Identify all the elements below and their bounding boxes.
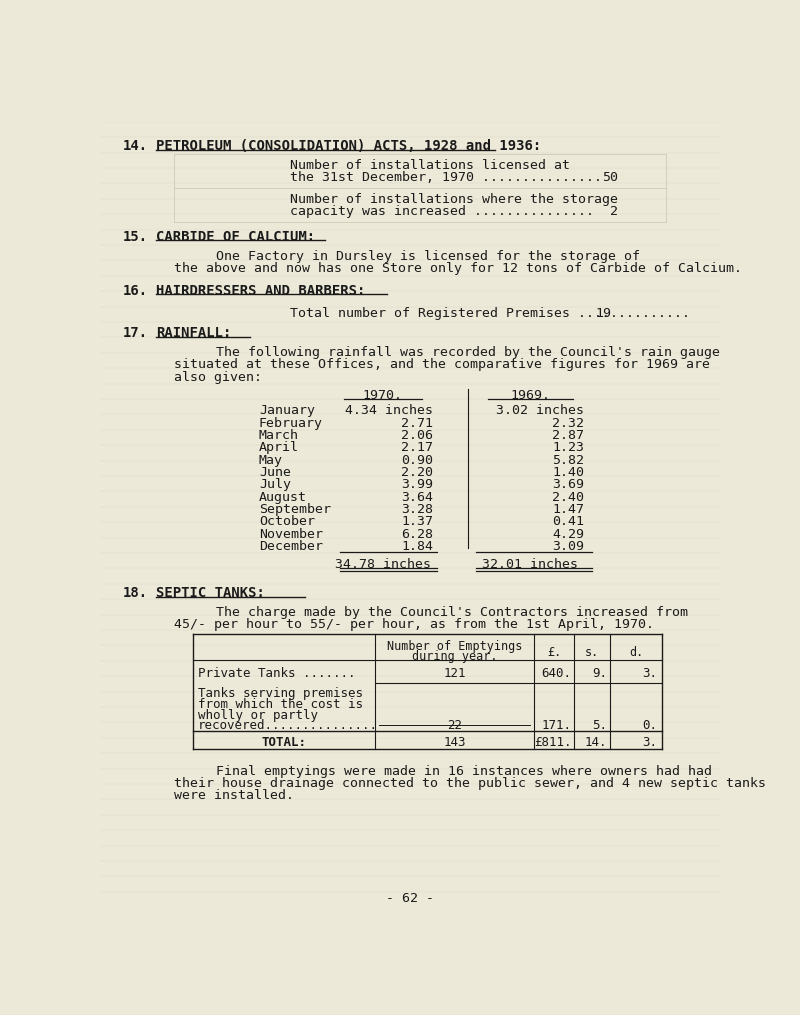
Text: Number of installations licensed at: Number of installations licensed at xyxy=(290,158,570,172)
Text: 0.41: 0.41 xyxy=(552,516,584,528)
Text: 640.: 640. xyxy=(542,667,571,680)
Text: HAIRDRESSERS AND BARBERS:: HAIRDRESSERS AND BARBERS: xyxy=(156,283,365,297)
Text: RAINFALL:: RAINFALL: xyxy=(156,326,231,340)
Text: Number of Emptyings: Number of Emptyings xyxy=(387,640,522,653)
Text: £.: £. xyxy=(547,647,562,659)
Text: 2: 2 xyxy=(610,205,618,218)
Text: October: October xyxy=(259,516,315,528)
Text: situated at these Offices, and the comparative figures for 1969 are: situated at these Offices, and the compa… xyxy=(174,358,710,371)
Text: 1.84: 1.84 xyxy=(402,540,434,553)
Text: 9.: 9. xyxy=(592,667,607,680)
Text: 2.20: 2.20 xyxy=(402,466,434,479)
Text: 3.09: 3.09 xyxy=(552,540,584,553)
Text: May: May xyxy=(259,454,283,467)
Text: 17.: 17. xyxy=(123,326,148,340)
Text: 34.78 inches: 34.78 inches xyxy=(335,557,431,570)
Text: 3.64: 3.64 xyxy=(402,490,434,503)
Text: recovered...............: recovered............... xyxy=(198,720,378,732)
Text: 3.69: 3.69 xyxy=(552,478,584,491)
Text: 32.01 inches: 32.01 inches xyxy=(482,557,578,570)
Text: 5.: 5. xyxy=(592,720,607,732)
Text: Total number of Registered Premises ..............: Total number of Registered Premises ....… xyxy=(290,307,690,320)
Text: the above and now has one Store only for 12 tons of Carbide of Calcium.: the above and now has one Store only for… xyxy=(174,262,742,275)
Text: 3.28: 3.28 xyxy=(402,503,434,516)
Text: 2.87: 2.87 xyxy=(552,429,584,442)
Text: March: March xyxy=(259,429,299,442)
Text: 3.: 3. xyxy=(642,667,658,680)
Text: 15.: 15. xyxy=(123,229,148,244)
Text: the 31st December, 1970 ...............: the 31st December, 1970 ............... xyxy=(290,172,602,184)
Text: 16.: 16. xyxy=(123,283,148,297)
Text: September: September xyxy=(259,503,331,516)
Text: April: April xyxy=(259,442,299,455)
Text: Tanks serving premises: Tanks serving premises xyxy=(198,687,362,700)
Text: 2.40: 2.40 xyxy=(552,490,584,503)
Text: 1.47: 1.47 xyxy=(552,503,584,516)
Text: The charge made by the Council's Contractors increased from: The charge made by the Council's Contrac… xyxy=(216,606,688,619)
Text: 1.40: 1.40 xyxy=(552,466,584,479)
Text: 22: 22 xyxy=(447,720,462,732)
Text: Private Tanks .......: Private Tanks ....... xyxy=(198,667,355,680)
Text: 14.: 14. xyxy=(584,736,607,749)
Text: 2.06: 2.06 xyxy=(402,429,434,442)
Text: 2.32: 2.32 xyxy=(552,417,584,429)
Text: 3.: 3. xyxy=(642,736,658,749)
Text: 171.: 171. xyxy=(542,720,571,732)
Text: £811.: £811. xyxy=(534,736,571,749)
Text: TOTAL:: TOTAL: xyxy=(262,736,306,749)
Text: d.: d. xyxy=(629,647,643,659)
Text: August: August xyxy=(259,490,307,503)
Text: 1969.: 1969. xyxy=(510,389,550,402)
Text: wholly or partly: wholly or partly xyxy=(198,708,318,722)
Text: 50: 50 xyxy=(602,172,618,184)
Text: 0.90: 0.90 xyxy=(402,454,434,467)
Text: SEPTIC TANKS:: SEPTIC TANKS: xyxy=(156,586,265,600)
Text: 0.: 0. xyxy=(642,720,658,732)
Text: their house drainage connected to the public sewer, and 4 new septic tanks: their house drainage connected to the pu… xyxy=(174,777,766,790)
Text: One Factory in Dursley is licensed for the storage of: One Factory in Dursley is licensed for t… xyxy=(216,250,640,263)
Text: February: February xyxy=(259,417,323,429)
Text: also given:: also given: xyxy=(174,370,262,384)
Text: 143: 143 xyxy=(443,736,466,749)
Text: 2.17: 2.17 xyxy=(402,442,434,455)
Text: July: July xyxy=(259,478,291,491)
Text: 19: 19 xyxy=(595,307,611,320)
Text: 1970.: 1970. xyxy=(363,389,403,402)
Text: 3.02 inches: 3.02 inches xyxy=(496,404,584,417)
Text: 5.82: 5.82 xyxy=(552,454,584,467)
Text: 3.99: 3.99 xyxy=(402,478,434,491)
Text: s.: s. xyxy=(585,647,599,659)
Text: were installed.: were installed. xyxy=(174,790,294,803)
Text: November: November xyxy=(259,528,323,541)
Text: 2.71: 2.71 xyxy=(402,417,434,429)
Text: 14.: 14. xyxy=(123,139,148,152)
Text: January: January xyxy=(259,404,315,417)
Text: 121: 121 xyxy=(443,667,466,680)
Text: 4.29: 4.29 xyxy=(552,528,584,541)
Text: Final emptyings were made in 16 instances where owners had had: Final emptyings were made in 16 instance… xyxy=(216,764,712,777)
Text: - 62 -: - 62 - xyxy=(386,892,434,904)
Text: 1.37: 1.37 xyxy=(402,516,434,528)
Text: 18.: 18. xyxy=(123,586,148,600)
Text: CARBIDE OF CALCIUM:: CARBIDE OF CALCIUM: xyxy=(156,229,315,244)
Text: during year.: during year. xyxy=(412,650,498,663)
Text: June: June xyxy=(259,466,291,479)
Text: 6.28: 6.28 xyxy=(402,528,434,541)
Text: 45/- per hour to 55/- per hour, as from the 1st April, 1970.: 45/- per hour to 55/- per hour, as from … xyxy=(174,618,654,631)
Text: Number of installations where the storage: Number of installations where the storag… xyxy=(290,193,618,206)
Text: from which the cost is: from which the cost is xyxy=(198,697,362,710)
Text: capacity was increased ...............: capacity was increased ............... xyxy=(290,205,594,218)
Text: 4.34 inches: 4.34 inches xyxy=(346,404,434,417)
Text: 1.23: 1.23 xyxy=(552,442,584,455)
Text: December: December xyxy=(259,540,323,553)
Text: The following rainfall was recorded by the Council's rain gauge: The following rainfall was recorded by t… xyxy=(216,346,720,359)
Text: PETROLEUM (CONSOLIDATION) ACTS, 1928 and 1936:: PETROLEUM (CONSOLIDATION) ACTS, 1928 and… xyxy=(156,139,541,152)
